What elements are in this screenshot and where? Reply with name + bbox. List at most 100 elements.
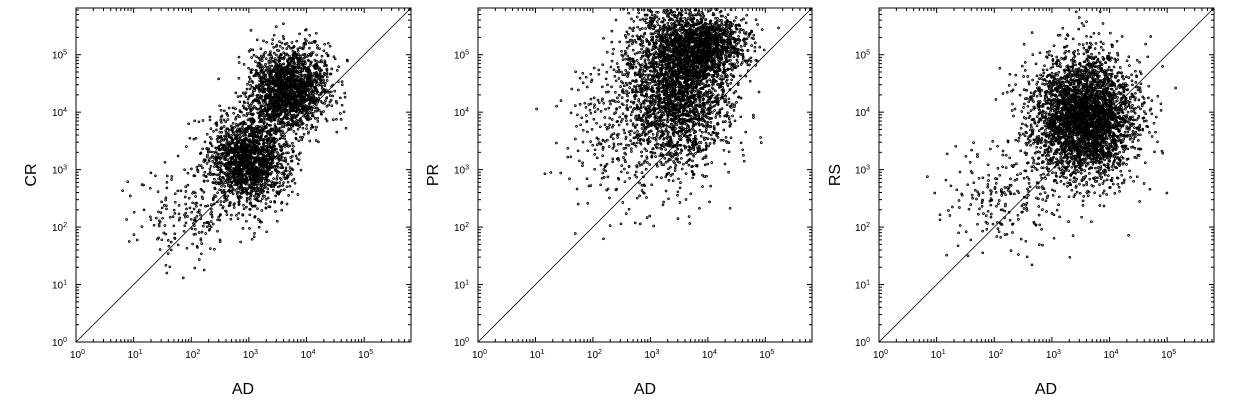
data-point (202, 268, 206, 272)
data-point (162, 204, 166, 207)
data-point (245, 205, 248, 209)
data-point (135, 238, 139, 242)
data-point (339, 112, 342, 115)
data-point (265, 160, 269, 164)
data-point (222, 171, 226, 175)
data-point (211, 155, 215, 159)
data-point (332, 55, 336, 59)
data-point (230, 171, 233, 175)
tick-marks (75, 8, 411, 343)
data-point (325, 75, 329, 79)
data-point (183, 224, 187, 228)
data-point (184, 211, 188, 215)
data-point (199, 164, 203, 167)
data-point (248, 198, 252, 201)
data-point (238, 132, 242, 135)
data-point (227, 204, 231, 207)
data-point (698, 206, 701, 210)
data-point (237, 140, 240, 144)
data-point (337, 80, 340, 83)
data-point (274, 25, 278, 28)
data-point (712, 141, 716, 145)
data-point (173, 232, 177, 236)
data-point (232, 203, 236, 206)
data-point (262, 55, 266, 58)
data-point (258, 93, 261, 97)
data-point (185, 145, 188, 148)
data-point (227, 189, 230, 193)
data-point (634, 65, 638, 69)
data-point (237, 190, 241, 194)
data-point (662, 163, 666, 166)
data-point (231, 141, 235, 145)
data-point (726, 13, 730, 16)
data-point (226, 182, 230, 186)
data-point (273, 123, 277, 126)
data-point (305, 73, 308, 77)
data-point (261, 187, 264, 191)
data-point (210, 144, 214, 148)
data-point (234, 123, 238, 126)
data-point (249, 48, 252, 51)
data-point (325, 104, 329, 108)
data-point (330, 85, 334, 88)
data-point (263, 77, 267, 81)
data-point (328, 94, 332, 97)
data-point (656, 81, 659, 85)
data-point (271, 151, 275, 155)
data-point (273, 155, 277, 159)
data-point (208, 247, 212, 250)
data-point (272, 185, 276, 189)
data-point (285, 151, 288, 155)
data-point (164, 196, 168, 200)
data-point (266, 196, 270, 200)
data-point (132, 233, 136, 236)
data-point (282, 159, 286, 163)
data-point (204, 175, 208, 179)
data-point (222, 200, 226, 204)
data-point (239, 135, 242, 139)
data-point (609, 102, 612, 106)
data-point (162, 231, 166, 235)
data-point (255, 38, 259, 42)
data-point (299, 62, 302, 66)
data-point (219, 118, 223, 122)
data-point (260, 94, 264, 98)
data-point (316, 116, 320, 120)
data-point (209, 164, 213, 168)
data-point (268, 67, 272, 71)
data-point (274, 63, 278, 67)
data-point (299, 135, 302, 139)
data-point (192, 190, 195, 194)
data-point (251, 85, 254, 89)
data-point (250, 151, 254, 155)
data-point (302, 132, 306, 136)
data-point (176, 154, 180, 158)
data-point (270, 42, 274, 46)
data-point (624, 51, 628, 55)
data-point (301, 136, 305, 139)
data-point (274, 167, 277, 171)
data-point (228, 144, 232, 148)
data-point (318, 47, 321, 51)
data-point (223, 156, 227, 160)
data-point (267, 61, 271, 65)
data-point (246, 153, 250, 157)
data-point (222, 118, 226, 122)
data-point (201, 197, 205, 200)
data-point (283, 188, 286, 192)
data-point (323, 42, 326, 46)
data-point (252, 187, 256, 191)
data-point (322, 81, 326, 85)
data-point (297, 62, 300, 66)
data-point (247, 138, 251, 142)
data-point (225, 165, 229, 169)
data-point (231, 187, 235, 191)
data-point (264, 135, 268, 138)
data-point (200, 230, 204, 234)
data-point (209, 225, 213, 229)
data-point (308, 46, 311, 50)
data-point (268, 172, 271, 176)
data-point (234, 91, 238, 95)
data-point (281, 35, 285, 38)
